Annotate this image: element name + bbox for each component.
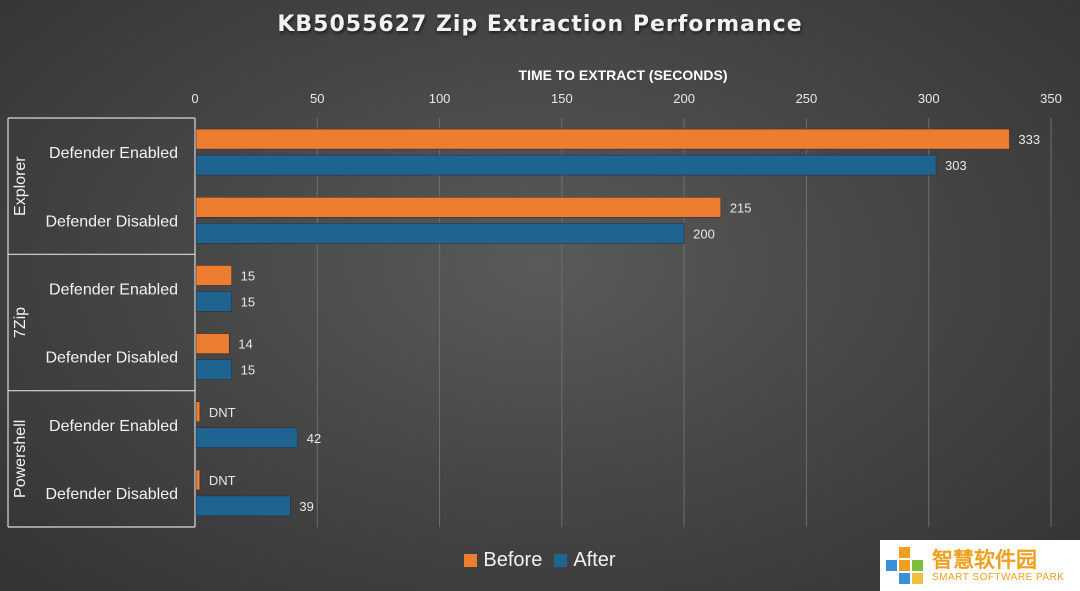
data-label: 42 xyxy=(307,431,321,446)
watermark-english-text: SMART SOFTWARE PARK xyxy=(932,572,1065,583)
legend-item-after: After xyxy=(554,549,616,572)
group-label: 7Zip xyxy=(12,307,29,338)
data-label: 215 xyxy=(730,200,752,215)
chart-title: KB5055627 Zip Extraction Performance xyxy=(277,12,803,37)
bar-before xyxy=(195,128,1010,150)
bar-before xyxy=(195,401,201,422)
data-label: 39 xyxy=(299,499,313,514)
legend-swatch xyxy=(554,554,568,567)
data-label: DNT xyxy=(209,405,236,420)
watermark: 智慧软件园 SMART SOFTWARE PARK xyxy=(880,540,1080,591)
legend-label: Before xyxy=(483,549,543,571)
bar-before xyxy=(195,469,201,491)
data-label: 15 xyxy=(241,268,255,283)
legend-label: After xyxy=(573,549,616,571)
category-label: Defender Enabled xyxy=(49,281,178,298)
bar-after xyxy=(195,154,937,176)
bar-after xyxy=(195,223,685,244)
category-label: Defender Disabled xyxy=(45,486,178,503)
data-label: DNT xyxy=(209,473,236,488)
watermark-chinese-text: 智慧软件园 xyxy=(932,548,1037,572)
bar-before xyxy=(195,265,232,286)
legend-item-before: Before xyxy=(464,549,542,572)
category-label: Defender Disabled xyxy=(45,213,178,230)
x-tick-label: 300 xyxy=(918,91,940,106)
x-tick-label: 350 xyxy=(1040,91,1062,106)
bar-before xyxy=(195,197,722,218)
legend-swatch xyxy=(464,554,478,567)
x-tick-label: 250 xyxy=(796,91,818,106)
data-label: 200 xyxy=(693,226,715,241)
watermark-logo-icon xyxy=(886,546,924,585)
x-axis-title: TIME TO EXTRACT (SECONDS) xyxy=(519,67,728,83)
data-label: 15 xyxy=(241,363,255,378)
bar-after xyxy=(195,359,232,380)
category-label: Defender Enabled xyxy=(49,145,178,162)
x-tick-label: 0 xyxy=(191,91,198,106)
bar-after xyxy=(195,427,298,448)
x-tick-label: 100 xyxy=(429,91,451,106)
group-label: Powershell xyxy=(12,420,29,498)
bar-after xyxy=(195,495,291,517)
x-tick-label: 150 xyxy=(551,91,573,106)
group-label: Explorer xyxy=(12,156,29,216)
bar-before xyxy=(195,333,230,354)
category-label: Defender Enabled xyxy=(49,418,178,435)
bar-after xyxy=(195,291,232,312)
x-tick-label: 200 xyxy=(673,91,695,106)
category-label: Defender Disabled xyxy=(45,350,178,367)
data-label: 15 xyxy=(241,294,255,309)
chart-legend: Before After xyxy=(0,549,1080,573)
x-tick-label: 50 xyxy=(310,91,324,106)
data-label: 14 xyxy=(238,337,252,352)
data-label: 333 xyxy=(1018,132,1040,147)
data-label: 303 xyxy=(945,158,967,173)
